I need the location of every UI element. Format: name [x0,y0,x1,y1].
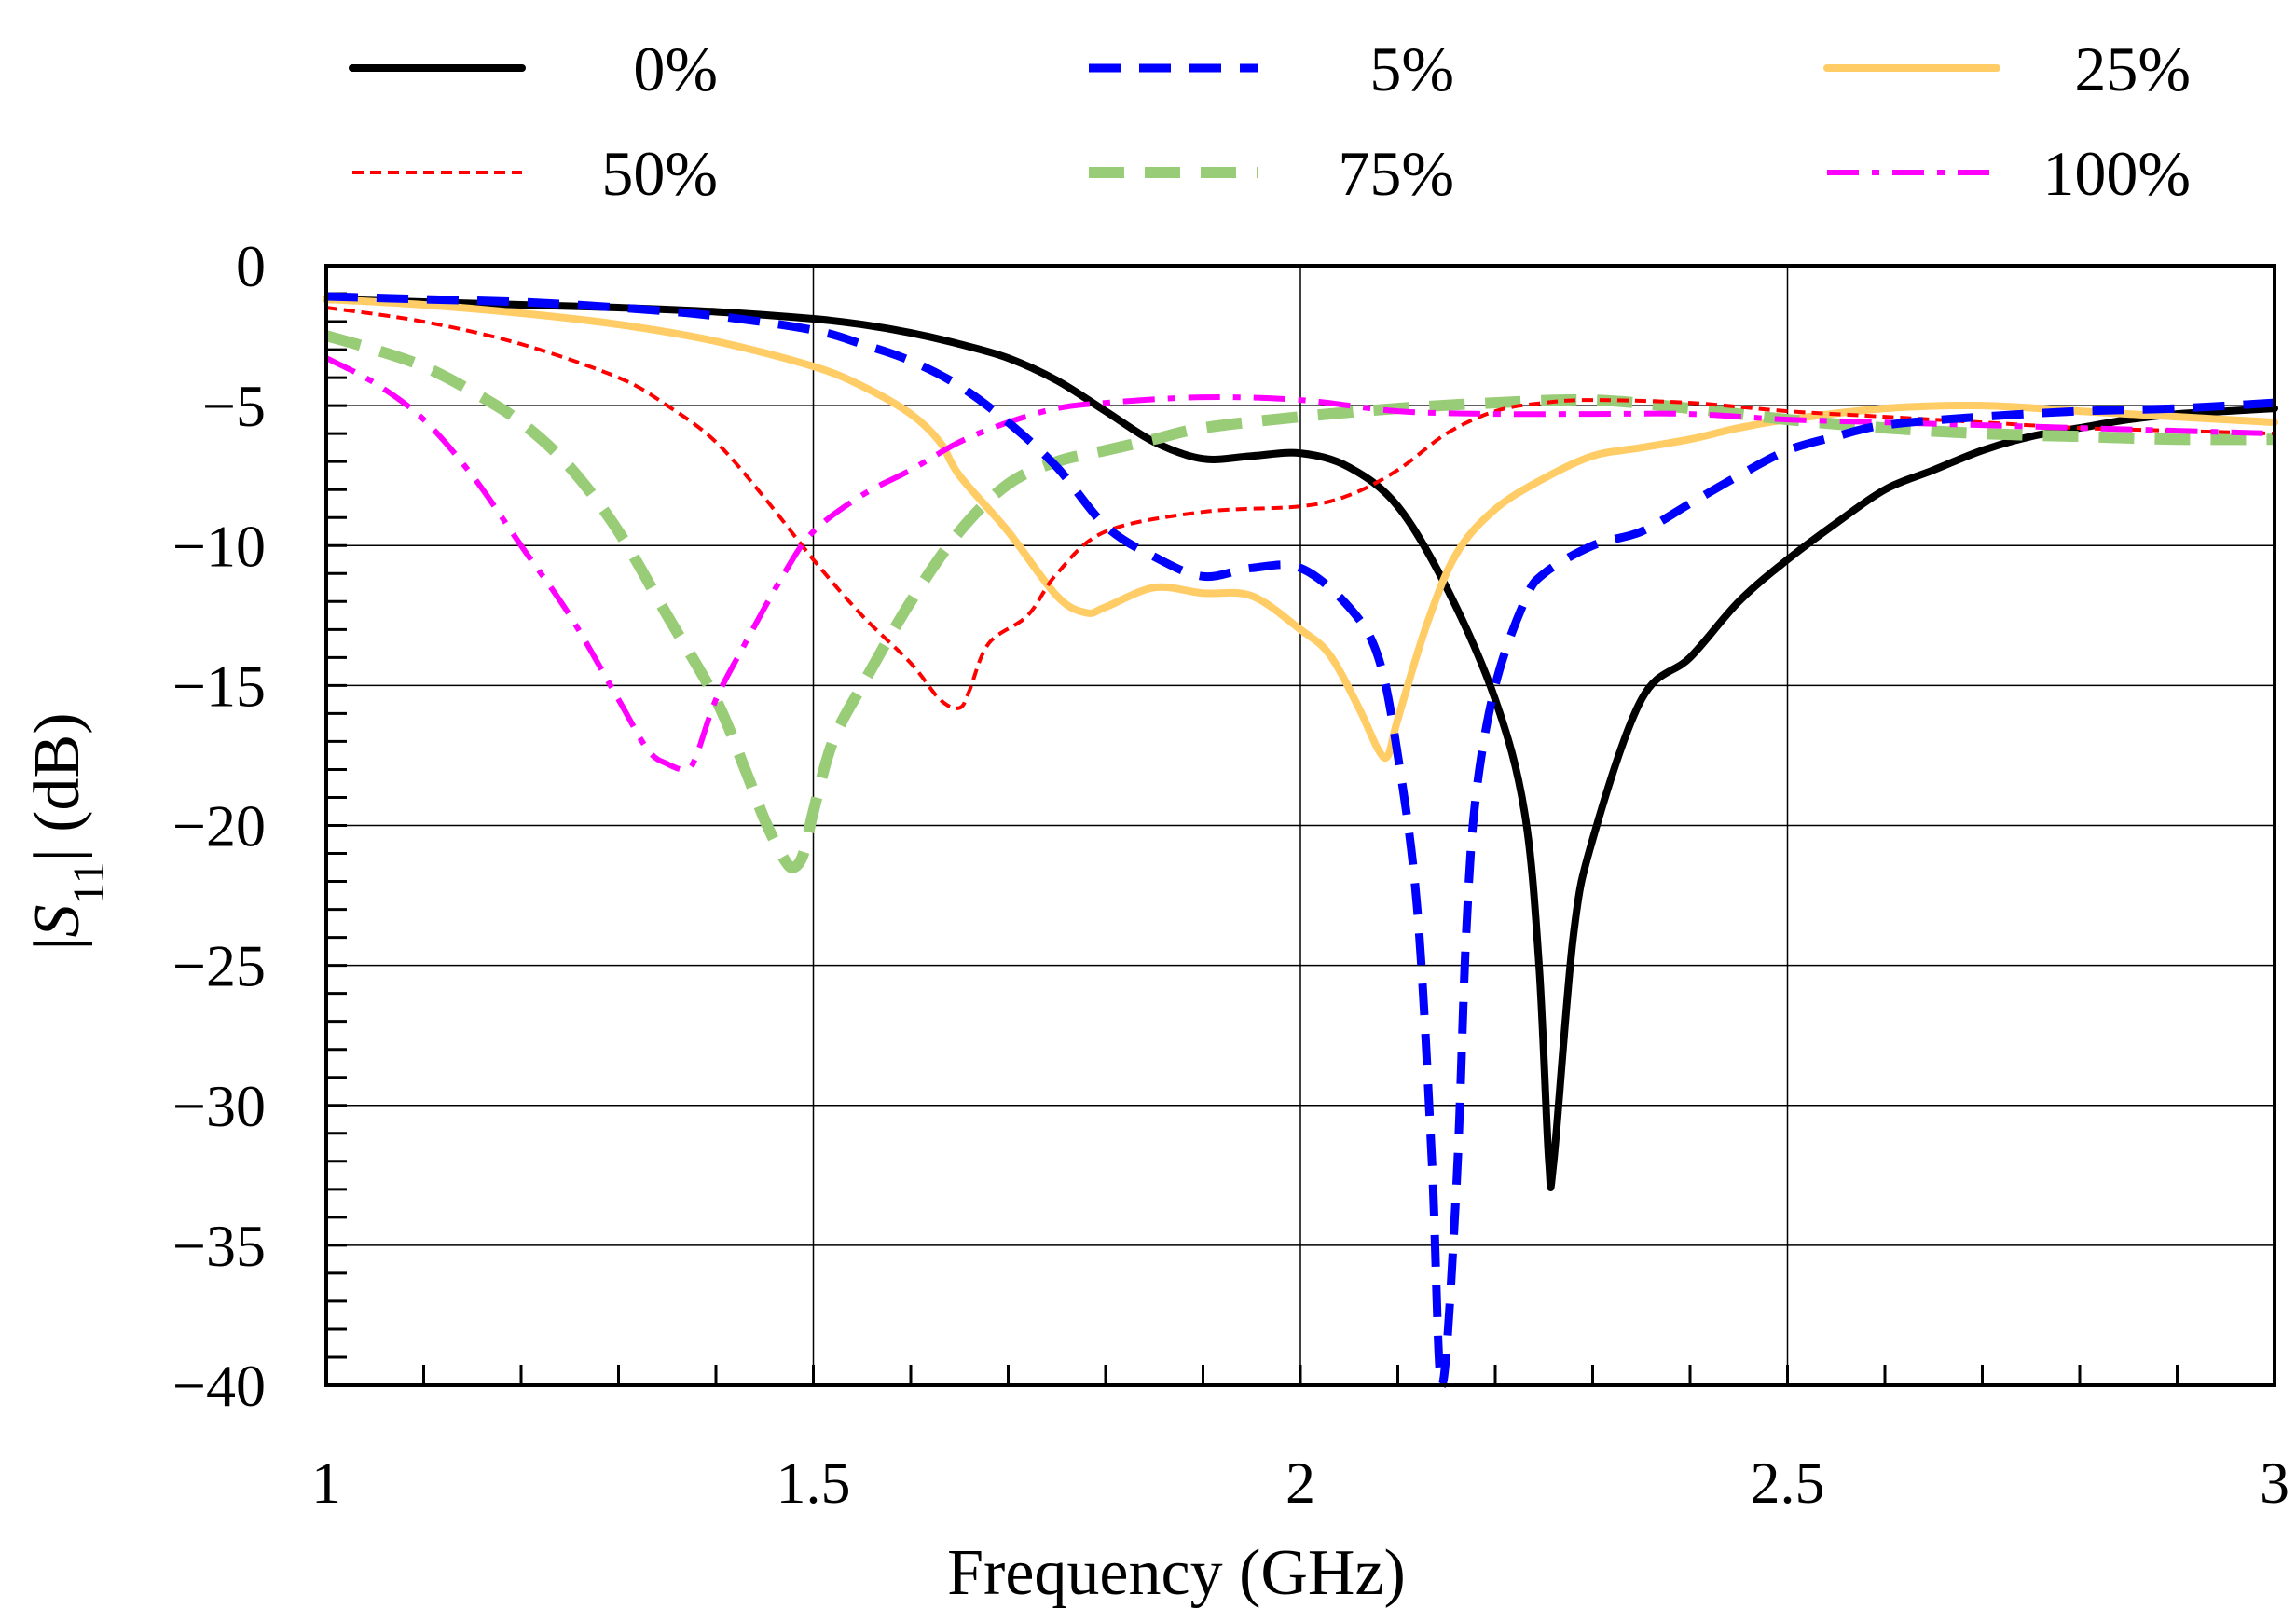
series-line-0pct [323,296,2278,1191]
plot-frame [324,264,2276,1387]
x-tick-label: 1 [311,1450,341,1516]
y-tick-label: −5 [202,373,266,439]
legend-label-25pct: 25% [2074,34,2191,104]
y-axis-title: |S11| (dB) [21,712,114,950]
series-line-5pct [325,292,2275,1390]
x-tick-label: 2.5 [1751,1450,1825,1516]
y-tick-label: 0 [236,233,266,299]
y-tick-label: −25 [172,933,266,999]
legend-label-75pct: 75% [1338,138,1454,209]
y-tick-label: −10 [172,513,266,579]
legend: 0% 5% 25% 50% 75% 100% [349,34,2191,209]
y-tick-label: −20 [172,793,266,859]
x-tick-label: 2 [1285,1450,1315,1516]
legend-label-5pct: 5% [1369,34,1454,104]
y-tick-label: −30 [172,1073,266,1139]
x-axis-title: Frequency (GHz) [947,1537,1406,1609]
series-layer [323,292,2278,1390]
y-tick-label: −15 [172,653,266,719]
y-tick-label: −40 [172,1353,266,1419]
y-tick-label: −35 [172,1213,266,1279]
x-tick-label: 3 [2260,1450,2289,1516]
legend-label-0pct: 0% [633,34,718,104]
series-line-100pct [324,355,2275,773]
x-tick-labels: 1 1.5 2 2.5 3 [311,1450,2289,1516]
y-tick-labels: 0 −5 −10 −15 −20 −25 −30 −35 −40 [172,233,266,1419]
minor-ticks [326,292,2179,1385]
legend-label-100pct: 100% [2042,138,2191,209]
x-tick-label: 1.5 [777,1450,851,1516]
series-line-50pct [325,306,2275,710]
legend-label-50pct: 50% [601,138,718,209]
